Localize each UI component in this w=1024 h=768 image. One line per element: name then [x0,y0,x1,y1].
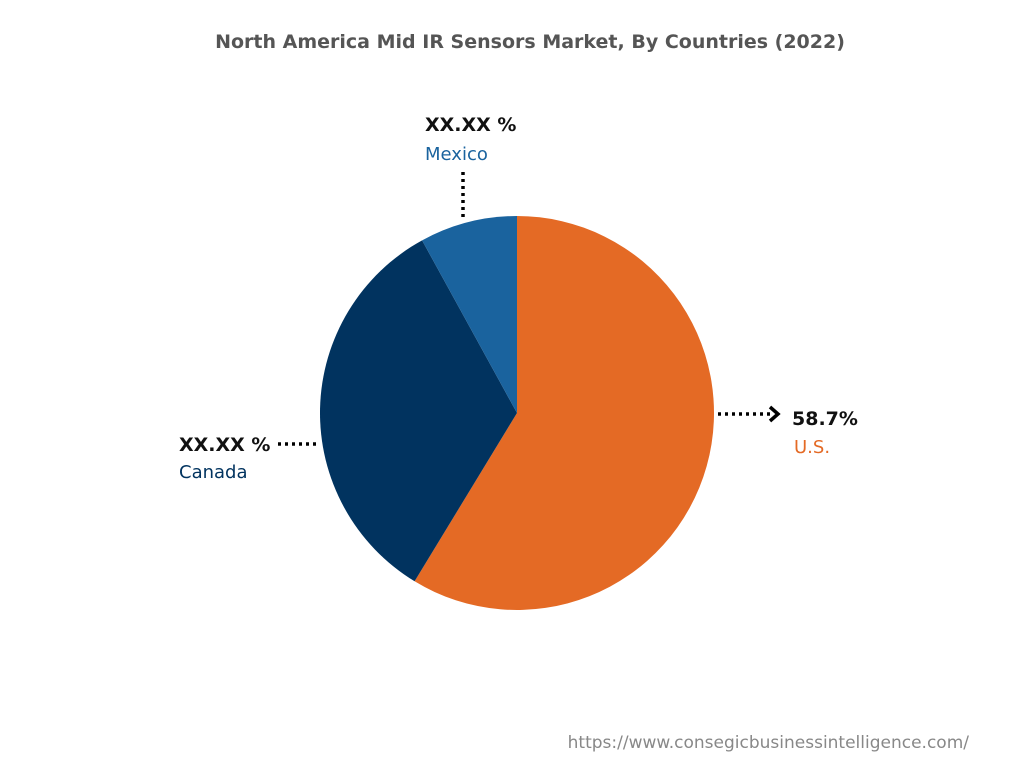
source-url: https://www.consegicbusinessintelligence… [568,733,970,753]
pie-slice-us [414,216,714,610]
data-label-us-value: 58.7% [792,408,858,430]
chart-title: North America Mid IR Sensors Market, By … [215,31,845,53]
data-label-canada-name: Canada [179,462,248,483]
arrow-icon [768,405,781,423]
pie-slice-mexico [422,216,517,413]
data-label-mexico-value: XX.XX % [425,114,516,136]
data-label-canada-value: XX.XX % [179,434,270,456]
data-label-us-name: U.S. [794,437,830,458]
pie-slice-canada [320,240,517,582]
data-label-mexico-name: Mexico [425,144,488,165]
